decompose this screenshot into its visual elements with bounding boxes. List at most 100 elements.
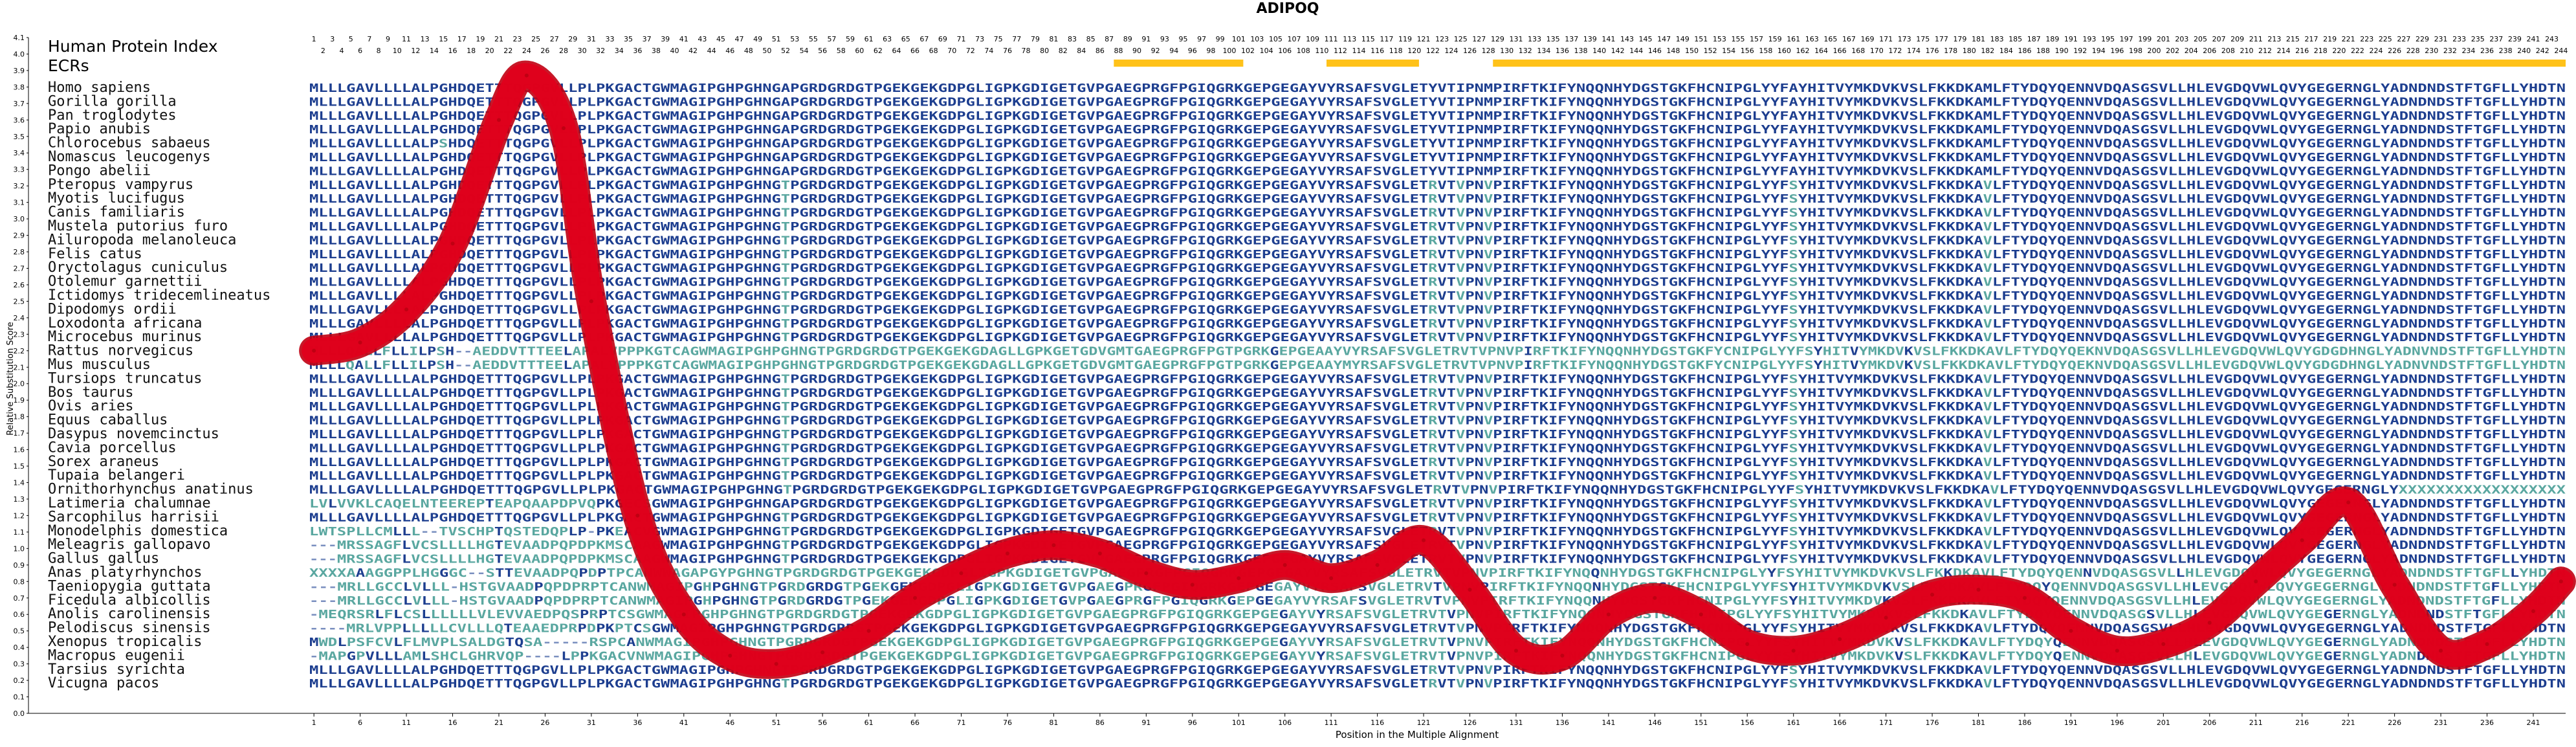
hpi-index-label: 2: [321, 47, 325, 55]
y-tick-label: 3.3: [14, 166, 25, 174]
hpi-index-label: 23: [513, 35, 522, 43]
hpi-index-label: 107: [1287, 35, 1301, 43]
score-curve: [302, 63, 2573, 676]
y-tick-label: 0.2: [14, 676, 25, 685]
y-tick-label: 1.7: [14, 429, 25, 438]
hpi-index-label: 60: [855, 47, 864, 55]
x-tick-label: 11: [402, 719, 411, 727]
hpi-index-label: 134: [1537, 47, 1550, 55]
curve-point: [524, 73, 529, 78]
curve-point: [1422, 538, 1426, 542]
hpi-index-label: 178: [1944, 47, 1957, 55]
y-tick-label: 3.0: [14, 215, 25, 223]
x-tick-label: 51: [772, 719, 781, 727]
hpi-index-label: 29: [568, 35, 577, 43]
hpi-index-label: 136: [1556, 47, 1569, 55]
ecr-bar: [1493, 60, 2566, 67]
hpi-index-label: 230: [2425, 47, 2438, 55]
hpi-index-label: 57: [827, 35, 836, 43]
hpi-index-label: 65: [901, 35, 910, 43]
hpi-index-label: 207: [2212, 35, 2226, 43]
curve-point: [562, 126, 566, 131]
hpi-index-label: 138: [1574, 47, 1588, 55]
hpi-index-label: 179: [1953, 35, 1966, 43]
hpi-index-label: 137: [1565, 35, 1578, 43]
y-tick-label: 4.0: [14, 50, 25, 58]
hpi-index-label: 172: [1888, 47, 1902, 55]
alignment-row: MLLLGAVLLLLALPGHDQETTTQGPGVLLPLPKGACTGWM…: [309, 677, 2566, 691]
curve-point: [1237, 576, 1241, 581]
x-tick-label: 21: [494, 719, 503, 727]
hpi-index-label: 211: [2249, 35, 2263, 43]
hpi-index-label: 99: [1216, 35, 1225, 43]
curve-point: [2485, 642, 2489, 647]
y-tick-label: 1.9: [14, 396, 25, 405]
curve-point: [1699, 612, 1703, 617]
curve-point: [1560, 653, 1565, 658]
hpi-index-label: 120: [1407, 47, 1421, 55]
y-tick-label: 2.9: [14, 232, 25, 240]
x-tick-label: 101: [1232, 719, 1246, 727]
species-label: Microcebus murinus: [48, 329, 202, 345]
alignment-row: MLLLGAVLLLLALPGHDQETTTQGPGVLLPLPKGACTGWM…: [309, 303, 2566, 317]
ecr-bar: [1114, 60, 1244, 67]
hpi-index-label: 67: [919, 35, 929, 43]
y-tick-label: 3.1: [14, 199, 25, 207]
curve-point: [681, 612, 686, 617]
hpi-index-label: 41: [679, 35, 688, 43]
species-label: Anolis carolinensis: [48, 606, 211, 622]
hpi-index-label: 108: [1297, 47, 1310, 55]
curve-point: [1051, 543, 1056, 548]
hpi-index-label: 167: [1842, 35, 1856, 43]
x-tick-label: 211: [2249, 719, 2263, 727]
alignment-row: MLLLGAVLLLLALPGHDQETTTQGPGVLLPLPKGACTGWM…: [309, 511, 2566, 524]
curve-point: [1005, 552, 1009, 556]
hpi-index-label: 213: [2267, 35, 2281, 43]
y-tick-label: 0.5: [14, 627, 25, 636]
hpi-index-label: 187: [2027, 35, 2041, 43]
y-tick-label: 1.8: [14, 413, 25, 421]
hpi-index-label: 154: [1722, 47, 1735, 55]
hpi-index-label: 228: [2406, 47, 2420, 55]
hpi-index-label: 200: [2148, 47, 2161, 55]
hpi-index-label: 92: [1151, 47, 1160, 55]
curve-point: [2392, 583, 2397, 587]
hpi-index-label: 30: [578, 47, 587, 55]
y-tick-label: 1.2: [14, 511, 25, 520]
chart-title: ADIPOQ: [1256, 1, 1319, 17]
species-label: Ornithorhynchus anatinus: [48, 482, 254, 498]
curve-point: [1329, 576, 1334, 581]
hpi-index-label: 141: [1602, 35, 1615, 43]
hpi-index-label: 142: [1611, 47, 1625, 55]
y-tick-label: 1.3: [14, 495, 25, 504]
x-tick-label: 1: [312, 719, 316, 727]
hpi-index-label: 238: [2499, 47, 2513, 55]
hpi-index-label: 85: [1086, 35, 1095, 43]
hpi-index-label: 184: [1999, 47, 2013, 55]
hpi-index-label: 53: [790, 35, 799, 43]
hpi-index-label: 95: [1178, 35, 1187, 43]
alignment-row: MLLLGAVLLLLALP S HDQETTTQGPGVLLPLPKGACTGWM…: [309, 137, 2566, 151]
hpi-index-label: 33: [605, 35, 614, 43]
curve-point: [358, 340, 362, 345]
hpi-index-label: 231: [2434, 35, 2448, 43]
x-tick-label: 31: [587, 719, 596, 727]
curve-point: [1884, 616, 1888, 620]
hpi-index-label: 54: [800, 47, 809, 55]
x-tick-label: 136: [1556, 719, 1569, 727]
y-tick-label: 2.0: [14, 380, 25, 388]
hpi-index-label: 71: [957, 35, 966, 43]
hpi-index-label: 198: [2129, 47, 2142, 55]
hpi-index-label: 182: [1981, 47, 1994, 55]
x-tick-label: 66: [910, 719, 919, 727]
hpi-index-label: 117: [1380, 35, 1393, 43]
species-label: Felis catus: [48, 246, 142, 262]
species-label: Mustela putorius furo: [48, 218, 228, 234]
hpi-index-label: 124: [1444, 47, 1458, 55]
human-protein-index-layer: 1234567891011121314151617181920212223242…: [312, 35, 2568, 55]
hpi-index-label: 96: [1188, 47, 1197, 55]
hpi-index-label: 180: [1963, 47, 1976, 55]
hpi-index-label: 181: [1972, 35, 1985, 43]
species-label: Pongo abelii: [48, 162, 151, 179]
species-label: Sarcophilus harrisii: [48, 509, 219, 525]
